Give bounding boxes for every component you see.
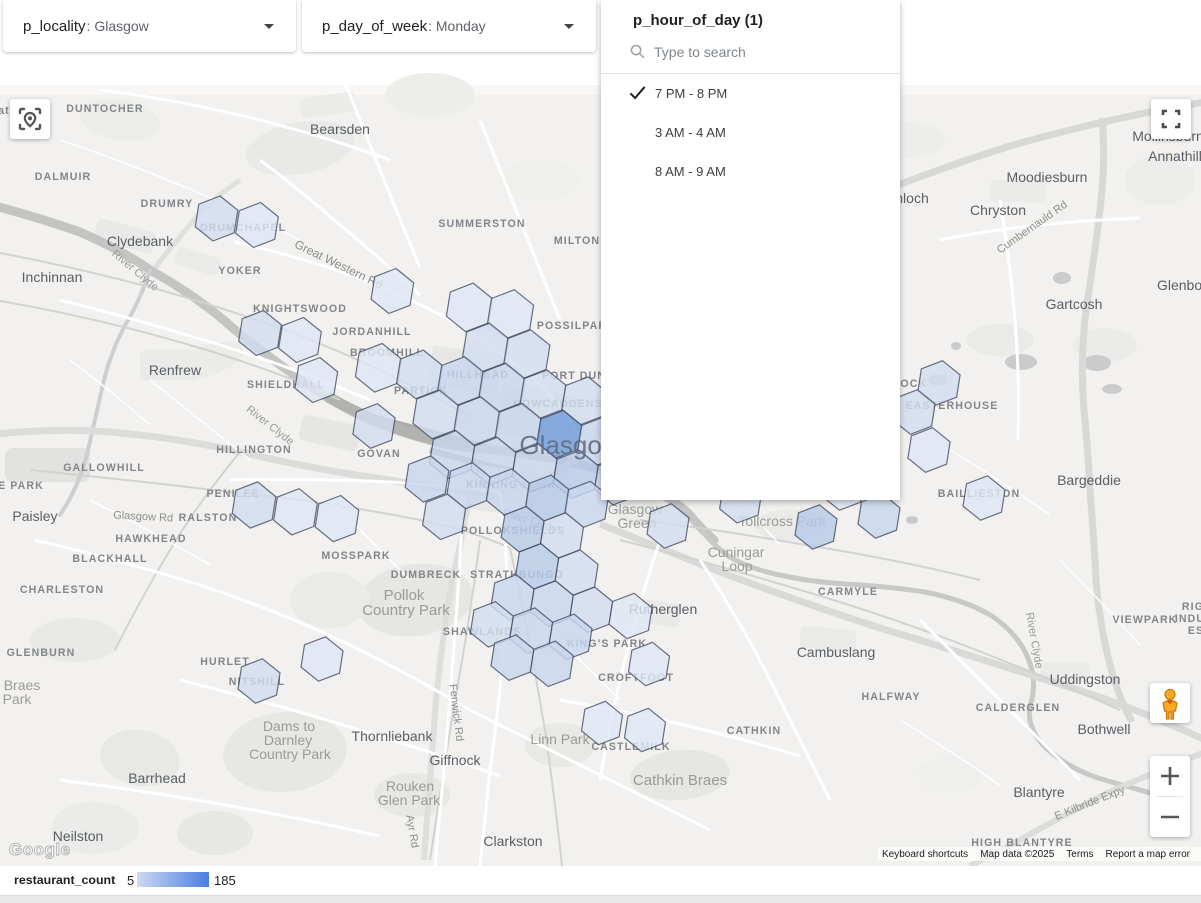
svg-text:Paisley: Paisley [12,508,57,524]
svg-text:Giffnock: Giffnock [429,752,481,768]
svg-text:DUMBRECK: DUMBRECK [391,569,462,581]
svg-text:DUNTOCHER: DUNTOCHER [66,103,143,115]
svg-text:Glasgow Rd: Glasgow Rd [113,509,173,524]
svg-text:GLENBURN: GLENBURN [7,647,76,659]
svg-text:Cuningar: Cuningar [708,544,765,560]
svg-text:Chryston: Chryston [970,202,1026,218]
svg-text:Clydebank: Clydebank [107,233,174,249]
svg-text:CALDERGLEN: CALDERGLEN [976,702,1061,714]
svg-text:Moodiesburn: Moodiesburn [1007,169,1088,185]
svg-text:Inchinnan: Inchinnan [22,269,83,285]
svg-text:Uddingston: Uddingston [1050,671,1121,687]
svg-text:RIG: RIG [1182,601,1201,613]
svg-text:BLACKHALL: BLACKHALL [72,553,147,565]
svg-text:ES: ES [1188,625,1201,637]
svg-text:nloch: nloch [895,190,928,206]
svg-text:CHARLESTON: CHARLESTON [20,584,104,596]
svg-text:Linn Park: Linn Park [530,731,590,747]
svg-text:INDU: INDU [1175,613,1201,625]
svg-text:Cathkin Braes: Cathkin Braes [633,772,727,789]
svg-text:Neilston: Neilston [53,828,104,844]
svg-text:Bearsden: Bearsden [310,121,370,137]
svg-text:MILTON: MILTON [554,235,600,247]
svg-text:Bargeddie: Bargeddie [1057,472,1121,488]
svg-text:Glenboig: Glenboig [1157,277,1201,293]
svg-text:Pollok: Pollok [384,587,425,604]
svg-text:KNIGHTSWOOD: KNIGHTSWOOD [253,303,347,315]
svg-text:Barrhead: Barrhead [128,770,186,786]
svg-text:VIEWPARK: VIEWPARK [1112,614,1177,626]
svg-text:Clarkston: Clarkston [483,833,542,849]
svg-text:HIGH BLANTYRE: HIGH BLANTYRE [971,837,1072,849]
svg-text:Rouken: Rouken [386,778,434,794]
svg-text:Glen Park: Glen Park [378,792,441,808]
svg-text:Dams to: Dams to [263,718,315,734]
svg-text:Darnley: Darnley [264,732,312,748]
svg-text:Glasgow: Glasgow [608,501,663,517]
svg-text:Ayr Rd: Ayr Rd [403,814,421,849]
svg-text:Gartcosh: Gartcosh [1046,296,1103,312]
svg-text:Loop: Loop [721,558,752,574]
svg-text:Thornliebank: Thornliebank [352,728,434,744]
svg-text:HALFWAY: HALFWAY [861,691,920,703]
svg-text:HURLET: HURLET [200,656,250,668]
svg-text:DALMUIR: DALMUIR [35,171,92,183]
svg-text:Green: Green [618,515,657,531]
svg-text:Blantyre: Blantyre [1013,784,1065,800]
svg-text:POSSILPAR: POSSILPAR [537,320,607,332]
svg-text:HILLINGTON: HILLINGTON [216,444,292,456]
svg-text:ati: ati [0,105,14,117]
svg-text:HAWKHEAD: HAWKHEAD [115,533,186,545]
svg-text:GALLOWHILL: GALLOWHILL [63,462,145,474]
svg-text:GOVAN: GOVAN [357,448,401,460]
svg-text:MOSSPARK: MOSSPARK [321,550,390,562]
svg-text:Country Park: Country Park [249,746,332,762]
svg-text:JORDANHILL: JORDANHILL [332,326,411,338]
svg-text:CATHKIN: CATHKIN [727,725,782,737]
svg-text:LOCK: LOCK [893,378,927,390]
svg-text:Park: Park [3,691,33,707]
svg-text:RALSTON: RALSTON [179,512,238,524]
svg-text:Braes: Braes [4,677,41,693]
svg-text:Renfrew: Renfrew [149,362,202,378]
svg-text:Bothwell: Bothwell [1078,721,1131,737]
svg-text:CARMYLE: CARMYLE [818,586,878,598]
svg-text:YOKER: YOKER [218,265,261,277]
svg-text:DRUMRY: DRUMRY [141,198,194,210]
svg-text:SUMMERSTON: SUMMERSTON [438,218,525,230]
svg-text:Annathill: Annathill [1148,148,1201,164]
svg-text:Country Park: Country Park [362,602,450,619]
svg-text:E PARK: E PARK [0,480,44,492]
svg-text:Cambuslang: Cambuslang [797,644,876,660]
